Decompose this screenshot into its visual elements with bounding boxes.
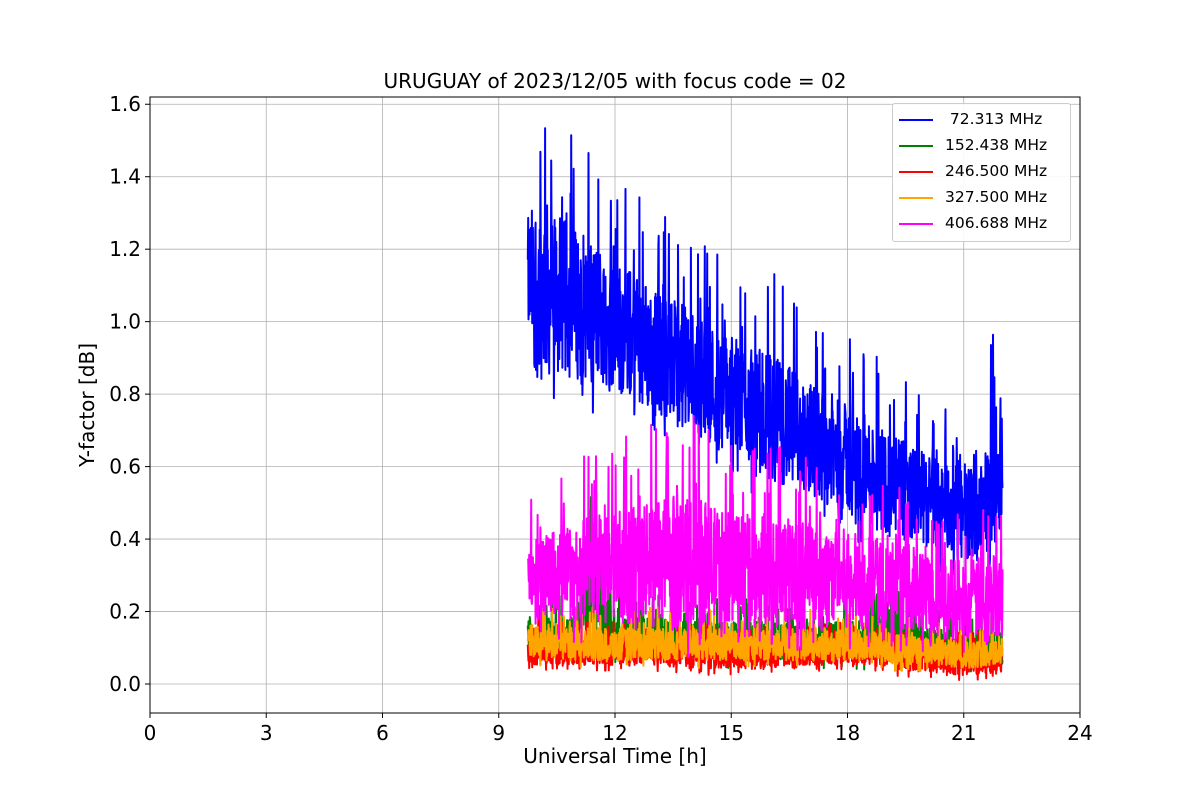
y-tick-label: 0.6 <box>109 455 141 479</box>
legend-swatch <box>899 145 933 147</box>
x-axis-label: Universal Time [h] <box>523 744 706 768</box>
series-line <box>526 127 1004 575</box>
legend-item: 246.500 MHz <box>893 159 1070 185</box>
x-tick-label: 24 <box>1067 721 1092 745</box>
legend-swatch <box>899 197 933 199</box>
x-tick-label: 9 <box>492 721 505 745</box>
legend-swatch <box>899 223 933 225</box>
ticks: 0 3 6 9 12 15 18 21 24 0.0 0.2 0.4 0.6 0.8 1.0 1.2 1.4 1.… <box>109 92 1093 745</box>
legend-item: 152.438 MHz <box>893 133 1070 159</box>
x-tick-label: 18 <box>835 721 860 745</box>
legend-label: 72.313 MHz <box>945 110 1043 128</box>
y-tick-label: 0.4 <box>109 527 141 551</box>
y-tick-label: 1.0 <box>109 310 141 334</box>
legend-label: 327.500 MHz <box>945 188 1048 206</box>
series-line <box>526 414 1004 659</box>
x-tick-label: 21 <box>951 721 976 745</box>
legend-item: 72.313 MHz <box>893 107 1070 133</box>
y-tick-label: 0.2 <box>109 600 141 624</box>
x-tick-label: 6 <box>376 721 389 745</box>
legend-item: 406.688 MHz <box>893 211 1070 237</box>
y-tick-label: 0.0 <box>109 672 141 696</box>
legend-label: 406.688 MHz <box>945 214 1048 232</box>
x-tick-label: 15 <box>719 721 744 745</box>
legend: 72.313 MHz 152.438 MHz 246.500 MHz 327.5… <box>892 103 1071 242</box>
y-tick-label: 0.8 <box>109 382 141 406</box>
y-axis-label: Y-factor [dB] <box>75 343 99 468</box>
series-layer <box>526 127 1004 681</box>
legend-label: 152.438 MHz <box>945 136 1048 154</box>
series-line <box>526 606 1004 673</box>
legend-swatch <box>899 119 933 121</box>
y-tick-label: 1.2 <box>109 237 141 261</box>
chart-title: URUGUAY of 2023/12/05 with focus code = … <box>384 69 847 93</box>
x-tick-label: 3 <box>260 721 273 745</box>
y-tick-label: 1.4 <box>109 165 141 189</box>
legend-label: 246.500 MHz <box>945 162 1048 180</box>
x-tick-label: 0 <box>144 721 157 745</box>
x-tick-label: 12 <box>602 721 627 745</box>
legend-swatch <box>899 171 933 173</box>
legend-item: 327.500 MHz <box>893 185 1070 211</box>
y-tick-label: 1.6 <box>109 92 141 116</box>
